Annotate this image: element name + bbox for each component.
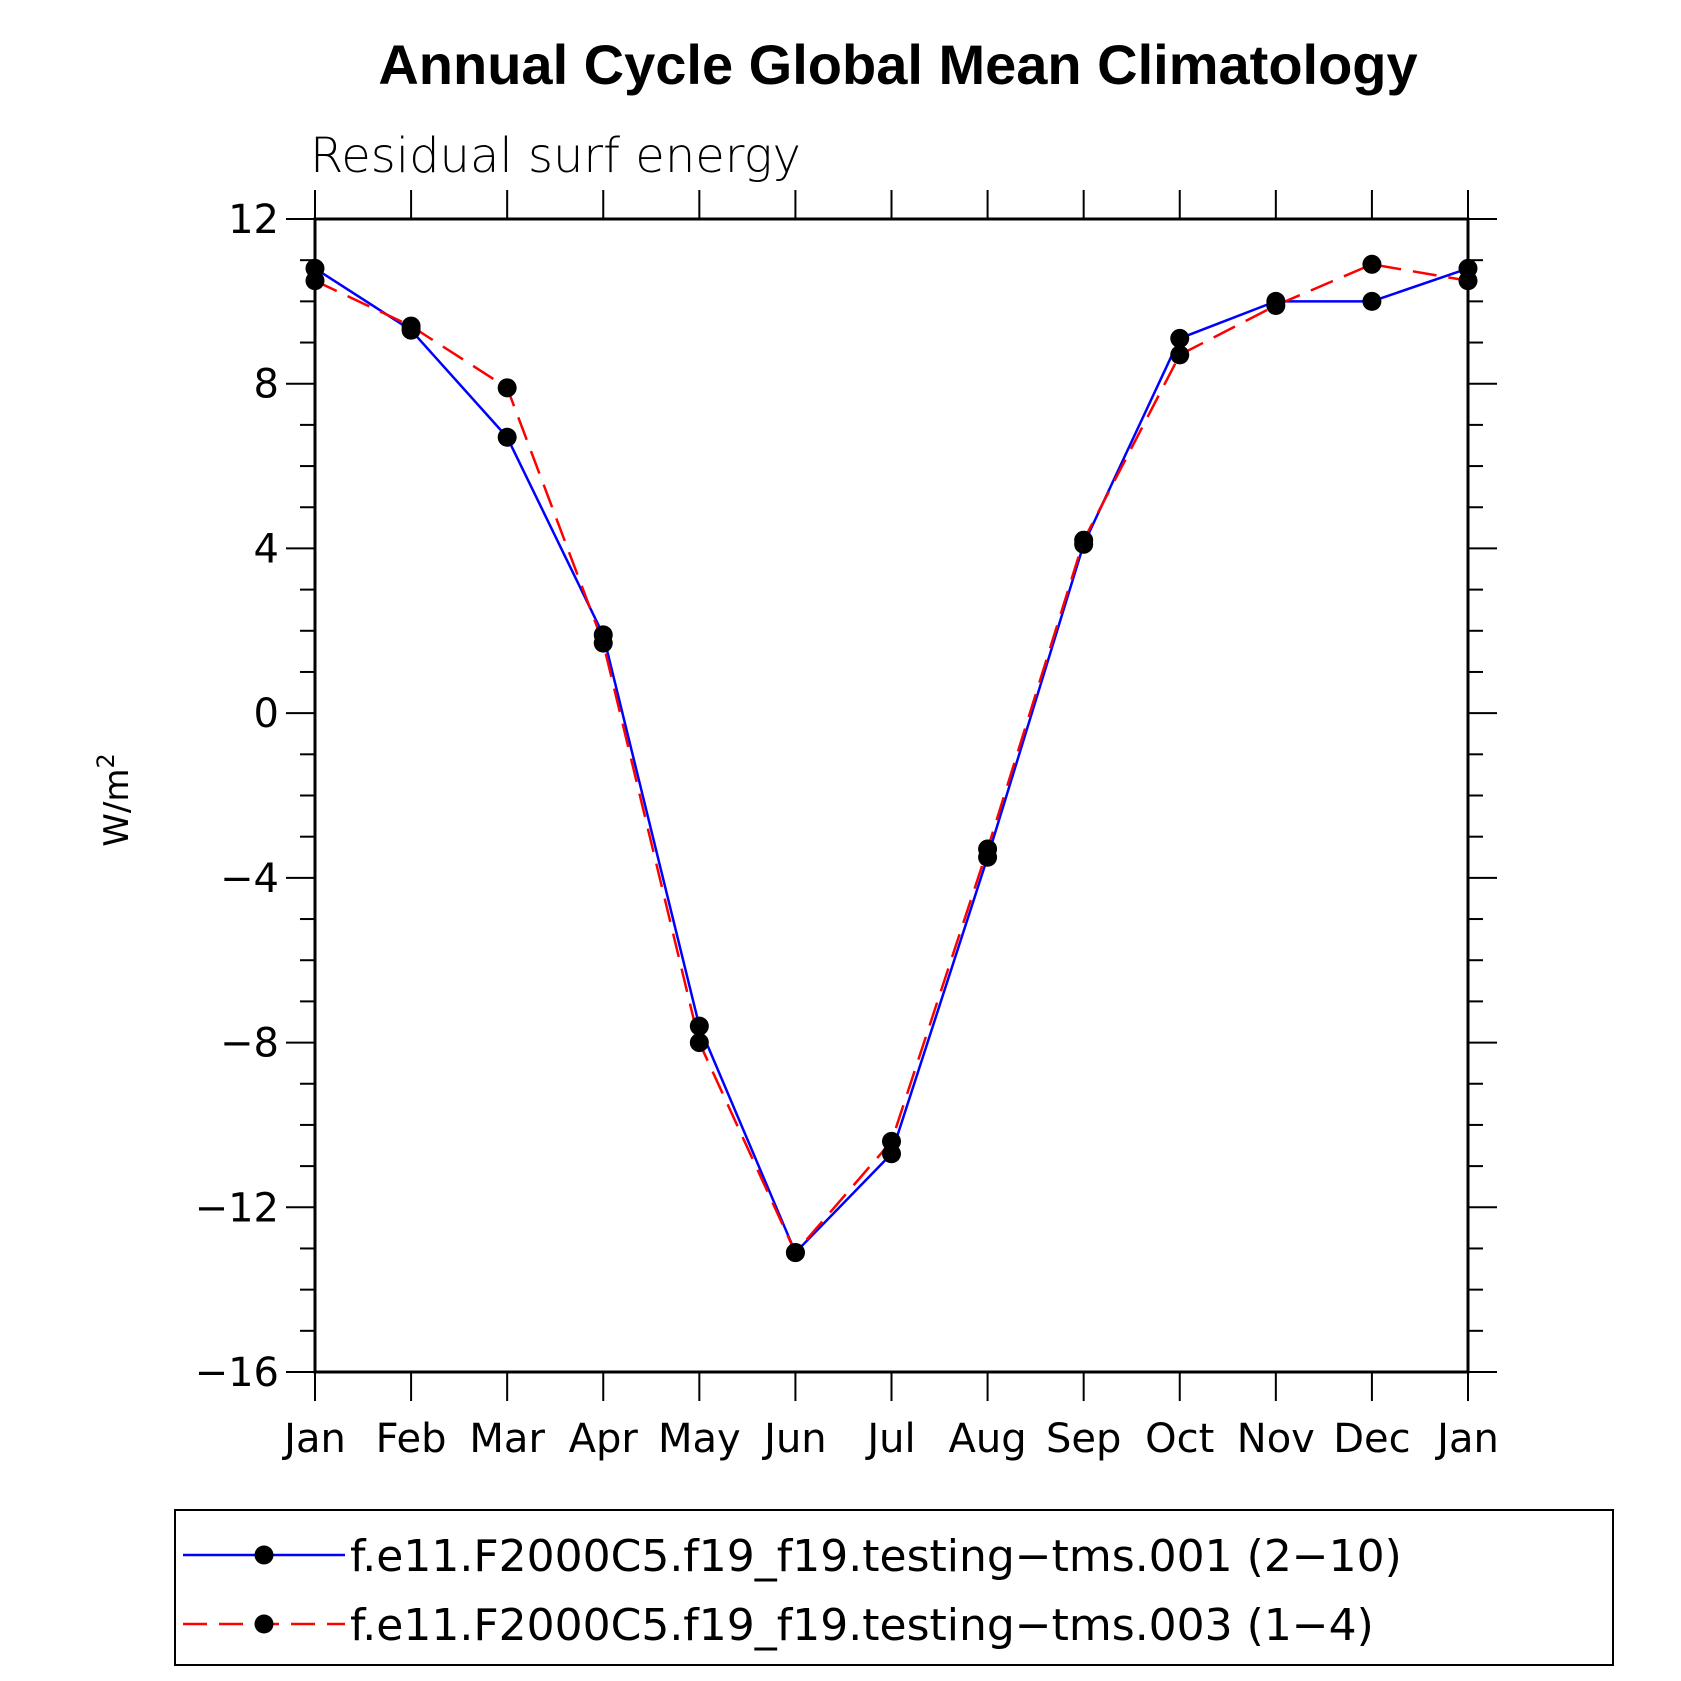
- series-layer: [305, 254, 1478, 1263]
- y-tick-label: 12: [228, 197, 279, 243]
- data-point: [305, 271, 325, 291]
- legend-label: f.e11.F2000C5.f19_f19.testing−tms.003 (1…: [350, 1600, 1374, 1651]
- x-tick-label: Jan: [1434, 1416, 1499, 1462]
- legend-marker: [254, 1545, 274, 1565]
- data-point: [497, 427, 517, 447]
- y-tick-label: −8: [220, 1021, 279, 1067]
- y-tick-label: −4: [220, 856, 279, 902]
- data-point: [1170, 328, 1190, 348]
- x-tick-label: Feb: [376, 1416, 447, 1462]
- y-tick-label: 0: [254, 691, 279, 737]
- legend: f.e11.F2000C5.f19_f19.testing−tms.001 (2…: [174, 1509, 1614, 1666]
- x-tick-label: Jun: [761, 1416, 827, 1462]
- data-point: [593, 633, 613, 653]
- x-tick-label: Jul: [864, 1416, 915, 1462]
- x-tick-label: Jan: [281, 1416, 346, 1462]
- y-tick-label: 8: [254, 362, 279, 408]
- series-1: [314, 267, 1469, 1255]
- series-2: [314, 263, 1469, 1255]
- legend-label: f.e11.F2000C5.f19_f19.testing−tms.001 (2…: [350, 1531, 1402, 1582]
- legend-marker: [254, 1614, 274, 1634]
- x-tick-label: Apr: [569, 1416, 639, 1462]
- chart-subtitle: Residual surf energy: [310, 128, 801, 184]
- data-point: [1458, 271, 1478, 291]
- data-point: [497, 378, 517, 398]
- data-point: [1074, 530, 1094, 550]
- y-axis-label-superscript: 2: [92, 753, 120, 768]
- x-tick-label: Nov: [1237, 1416, 1315, 1462]
- series-line: [314, 267, 1469, 1255]
- legend-box: [174, 1509, 1614, 1666]
- data-point: [1362, 254, 1382, 274]
- series-line: [314, 263, 1469, 1255]
- x-tick-label: May: [658, 1416, 741, 1462]
- plot-frame: [313, 217, 1470, 1374]
- data-point: [882, 1131, 901, 1151]
- data-point: [401, 316, 421, 336]
- y-axis-label-main: W/m: [97, 769, 137, 847]
- data-point: [689, 1033, 709, 1053]
- y-tick-label: −12: [195, 1185, 279, 1231]
- x-tick-label: Aug: [949, 1416, 1027, 1462]
- data-point: [689, 1016, 709, 1036]
- data-point: [1362, 291, 1382, 311]
- y-tick-label: −16: [195, 1350, 279, 1396]
- chart-title: Annual Cycle Global Mean Climatology: [378, 33, 1417, 96]
- x-tick-label: Sep: [1046, 1416, 1121, 1462]
- data-point: [785, 1243, 805, 1263]
- x-tick-label: Oct: [1145, 1416, 1214, 1462]
- series-2-markers: [305, 254, 1478, 1263]
- data-point: [1266, 295, 1286, 315]
- data-point: [1170, 345, 1190, 365]
- y-tick-label: 4: [254, 526, 279, 572]
- x-tick-label: Dec: [1333, 1416, 1410, 1462]
- y-axis-label: W/m2: [92, 753, 137, 846]
- data-point: [978, 839, 998, 859]
- x-tick-label: Mar: [469, 1416, 545, 1462]
